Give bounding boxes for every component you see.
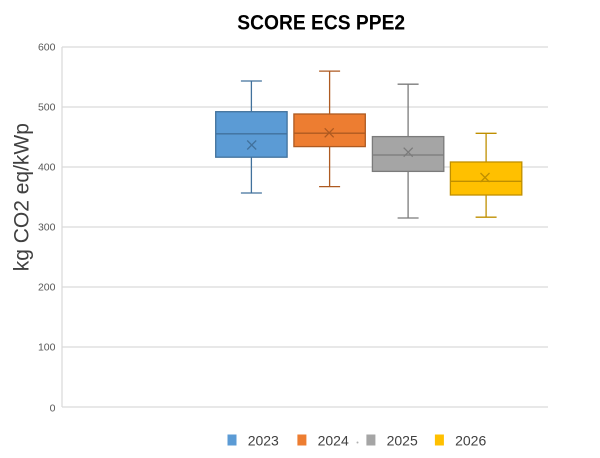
svg-text:2023: 2023: [248, 433, 279, 449]
svg-text:2025: 2025: [387, 433, 418, 449]
svg-text:200: 200: [38, 282, 56, 294]
svg-text:2026: 2026: [455, 433, 486, 449]
svg-text:300: 300: [38, 222, 56, 234]
svg-text:100: 100: [38, 342, 56, 354]
svg-text:2024: 2024: [318, 433, 349, 449]
svg-text:600: 600: [38, 42, 56, 54]
svg-text:kg CO2 eq/kWp: kg CO2 eq/kWp: [11, 123, 34, 271]
svg-text:0: 0: [50, 402, 56, 414]
svg-text:400: 400: [38, 162, 56, 174]
svg-text:500: 500: [38, 102, 56, 114]
svg-text:SCORE ECS PPE2: SCORE ECS PPE2: [237, 11, 405, 35]
